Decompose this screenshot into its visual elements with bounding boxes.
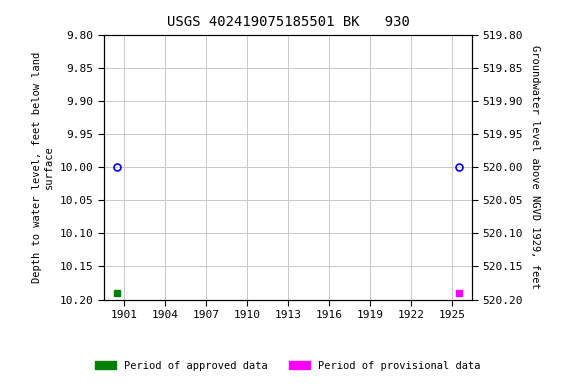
Legend: Period of approved data, Period of provisional data: Period of approved data, Period of provi… <box>91 357 485 375</box>
Y-axis label: Groundwater level above NGVD 1929, feet: Groundwater level above NGVD 1929, feet <box>530 45 540 289</box>
Title: USGS 402419075185501 BK   930: USGS 402419075185501 BK 930 <box>166 15 410 29</box>
Y-axis label: Depth to water level, feet below land
surface: Depth to water level, feet below land su… <box>32 51 54 283</box>
